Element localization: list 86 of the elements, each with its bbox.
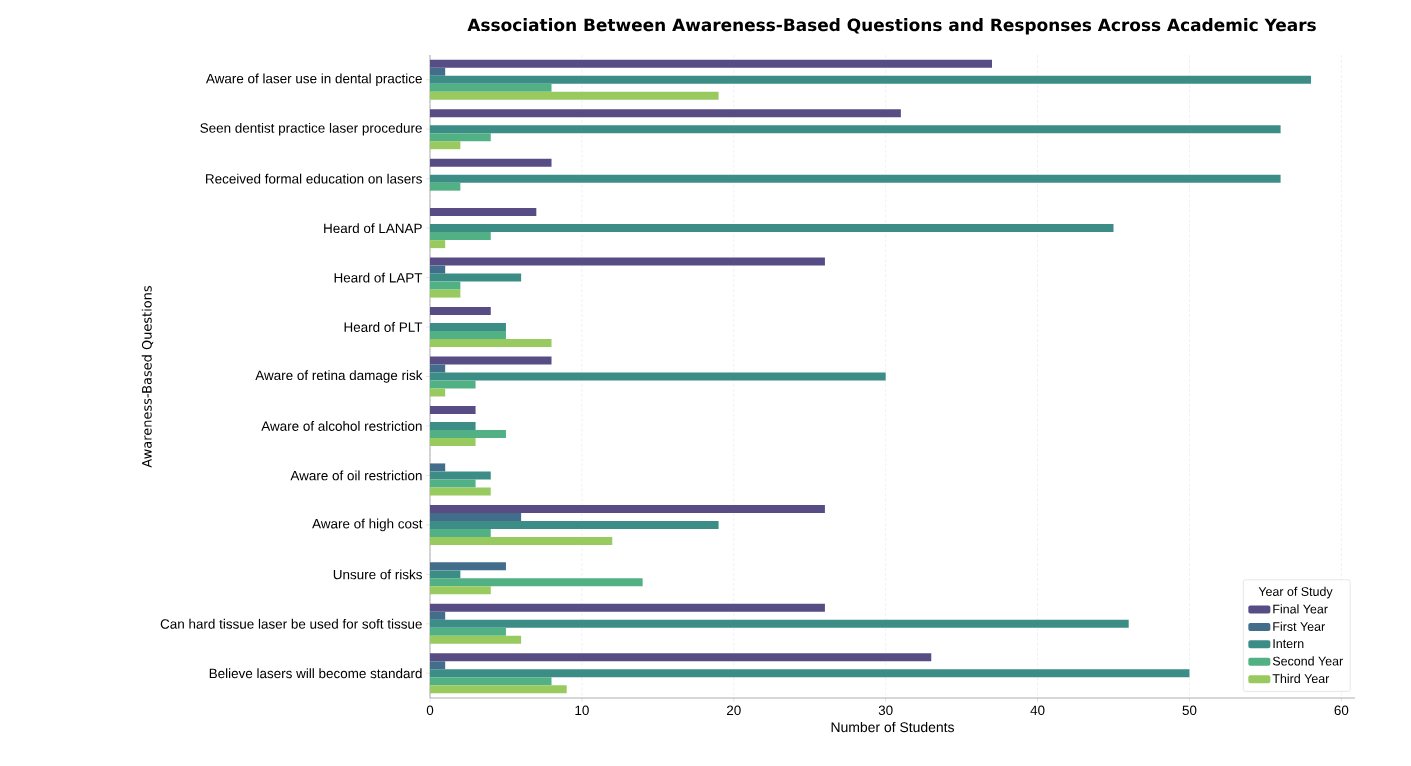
legend-label: Intern	[1273, 639, 1304, 649]
bar	[430, 437, 476, 446]
bar	[430, 504, 825, 513]
bar	[430, 91, 719, 100]
bar	[430, 372, 886, 381]
bar	[430, 388, 446, 397]
bar	[430, 158, 552, 167]
bar	[430, 512, 522, 521]
y-tick-label: Aware of oil restriction	[290, 470, 422, 481]
bar	[430, 59, 992, 68]
legend-label: Second Year	[1272, 656, 1343, 666]
bar	[430, 603, 825, 612]
bar	[430, 380, 476, 389]
bar	[430, 463, 446, 472]
x-tick-label: 0	[426, 705, 434, 716]
x-tick-label: 40	[1030, 705, 1045, 716]
bar	[430, 364, 446, 373]
y-tick-label: Believe lasers will become standard	[209, 668, 422, 679]
bar	[430, 208, 537, 217]
bar	[430, 141, 461, 150]
bar	[430, 479, 476, 488]
legend-label: First Year	[1273, 621, 1325, 631]
bar	[430, 471, 491, 480]
x-tick-label: 10	[575, 705, 589, 716]
x-tick-label: 20	[726, 705, 741, 716]
bar	[430, 562, 506, 571]
bar	[430, 429, 506, 438]
bar	[430, 487, 491, 496]
bar	[430, 635, 522, 644]
y-tick-label: Can hard tissue laser be used for soft tissue	[160, 618, 422, 629]
bar	[430, 685, 567, 694]
bar	[430, 627, 506, 636]
y-tick-label: Unsure of risks	[333, 569, 422, 580]
bar	[430, 75, 1311, 84]
bar	[430, 619, 1129, 628]
legend-label: Final Year	[1273, 604, 1328, 614]
bar	[430, 405, 476, 414]
bar	[430, 307, 491, 316]
bar	[430, 331, 506, 340]
bar	[430, 289, 461, 298]
bar	[430, 421, 476, 430]
bar	[430, 265, 446, 274]
x-tick-label: 60	[1334, 705, 1349, 716]
bar	[430, 339, 552, 348]
bar	[430, 677, 552, 686]
y-tick-label: Received formal education on lasers	[206, 173, 422, 184]
y-tick-label: Aware of alcohol restriction	[261, 421, 422, 431]
bar	[430, 356, 552, 365]
bar	[430, 578, 643, 587]
bar	[430, 653, 932, 662]
x-tick-label: 50	[1182, 705, 1197, 716]
bar	[430, 257, 825, 266]
chart-title: Association Between Awareness-Based Questions and Responses Across Academic Years	[467, 18, 1316, 35]
legend-label: Third Year	[1272, 673, 1330, 684]
bar	[430, 133, 491, 142]
y-tick-label: Heard of LANAP	[324, 223, 422, 234]
bar	[430, 224, 1114, 233]
legend-title: Year of Study	[1258, 586, 1333, 599]
bar	[430, 586, 491, 595]
bar	[430, 281, 461, 290]
bar	[430, 174, 1281, 183]
bar	[430, 232, 491, 241]
y-tick-label: Heard of PLT	[344, 322, 423, 332]
bar	[430, 273, 522, 282]
x-axis-title: Number of Students	[831, 721, 954, 733]
bar	[430, 125, 1281, 134]
bar	[430, 528, 491, 537]
y-tick-label: Heard of LAPT	[334, 272, 423, 283]
bar	[430, 67, 446, 76]
y-tick-label: Seen dentist practice laser procedure	[200, 122, 422, 136]
y-axis-title: Awareness-Based Questions	[141, 285, 154, 468]
bar	[430, 520, 719, 529]
bar	[430, 669, 1190, 678]
bar	[430, 109, 901, 118]
y-tick-label: Aware of high cost	[312, 518, 423, 532]
bar	[430, 611, 446, 620]
y-tick-label: Aware of laser use in dental practice	[205, 73, 422, 87]
y-tick-label: Aware of retina damage risk	[255, 370, 423, 383]
bar	[430, 570, 461, 579]
bar	[430, 536, 613, 545]
bar	[430, 83, 552, 92]
x-tick-label: 30	[878, 705, 893, 716]
bar	[430, 240, 446, 249]
bar	[430, 661, 446, 670]
bar	[430, 323, 506, 332]
bar	[430, 182, 461, 191]
